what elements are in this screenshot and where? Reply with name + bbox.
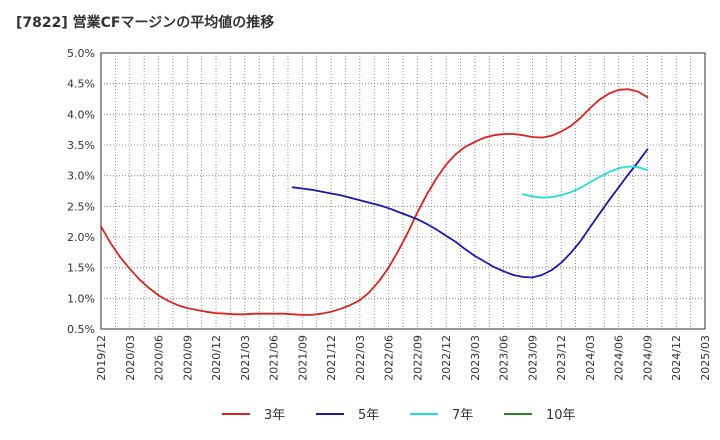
- y-tick-label: 0.5%: [67, 323, 95, 336]
- x-tick-label: 2020/06: [153, 335, 166, 381]
- x-tick-label: 2024/03: [584, 335, 597, 381]
- x-tick-label: 2023/09: [526, 335, 539, 381]
- x-tick-label: 2019/12: [95, 335, 108, 381]
- x-tick-label: 2021/12: [325, 335, 338, 381]
- legend: 3年 5年 7年 10年: [222, 408, 576, 423]
- y-tick-label: 2.5%: [67, 200, 95, 213]
- x-tick-label: 2025/03: [699, 335, 712, 381]
- legend-label-3: 7年: [452, 408, 473, 423]
- chart-title: [7822] 営業CFマージンの平均値の推移: [16, 15, 275, 31]
- x-tick-label: 2024/06: [613, 335, 626, 381]
- x-tick-label: 2021/03: [239, 335, 252, 381]
- y-tick-label: 2.0%: [67, 231, 95, 244]
- x-tick-label: 2024/09: [641, 335, 654, 381]
- legend-label-2: 5年: [358, 408, 379, 423]
- x-tick-label: 2022/09: [411, 335, 424, 381]
- x-tick-label: 2024/12: [670, 335, 683, 381]
- series-line-1: [100, 88, 649, 316]
- x-tick-label: 2022/03: [354, 335, 367, 381]
- x-tick-label: 2022/06: [383, 335, 396, 381]
- x-tick-label: 2020/09: [181, 335, 194, 381]
- x-tick-label: 2022/12: [440, 335, 453, 381]
- x-tick-label: 2020/03: [124, 335, 137, 381]
- legend-label-1: 3年: [264, 408, 285, 423]
- series-line-2: [291, 148, 649, 279]
- y-tick-label: 1.5%: [67, 262, 95, 275]
- y-tick-label: 1.0%: [67, 292, 95, 305]
- legend-label-4: 10年: [546, 408, 576, 423]
- x-axis: 2019/12 2020/03 2020/06 2020/09 2020/12 2021/…: [95, 335, 712, 381]
- x-tick-label: 2021/06: [268, 335, 281, 381]
- y-tick-label: 5.0%: [67, 47, 95, 60]
- y-tick-label: 3.5%: [67, 139, 95, 152]
- y-tick-label: 4.0%: [67, 108, 95, 121]
- y-axis: 0.5% 1.0% 1.5% 2.0% 2.5% 3.0% 3.5% 4.0% 4.5% 5.0%: [67, 47, 95, 336]
- series-lines: [100, 88, 649, 316]
- series-line-3: [521, 165, 649, 199]
- x-tick-label: 2023/12: [555, 335, 568, 381]
- x-tick-label: 2021/09: [296, 335, 309, 381]
- y-tick-label: 4.5%: [67, 78, 95, 91]
- x-tick-label: 2023/06: [498, 335, 511, 381]
- y-tick-label: 3.0%: [67, 170, 95, 183]
- grid-lines: [101, 53, 705, 329]
- x-tick-label: 2020/12: [210, 335, 223, 381]
- x-tick-label: 2023/03: [469, 335, 482, 381]
